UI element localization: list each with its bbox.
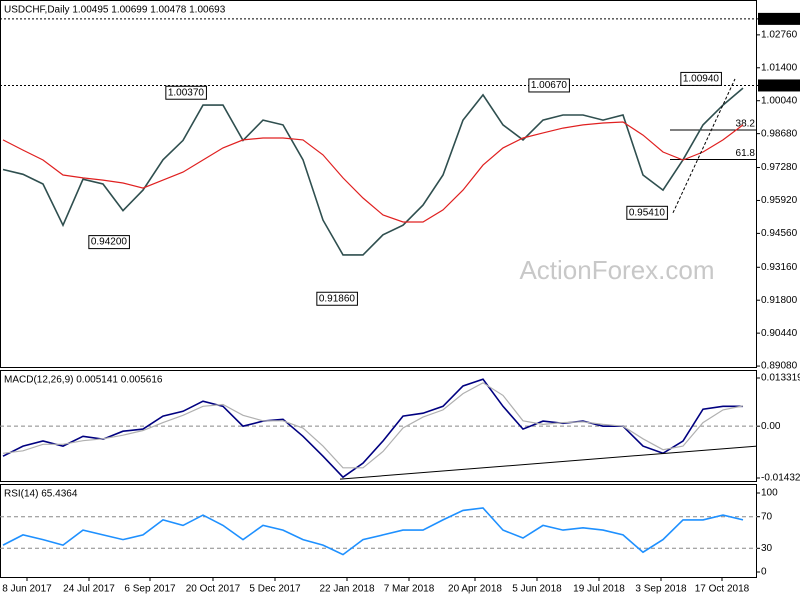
y-tick-label: 30	[761, 543, 773, 554]
annotation-label: 0.94200	[91, 237, 128, 248]
y-tick-label: 0.89080	[761, 361, 798, 372]
fib-level-label: 38.2	[736, 119, 756, 130]
x-tick-label: 20 Oct 2017	[186, 584, 241, 595]
price-annotation: 1.00370	[165, 85, 207, 100]
y-tick-label: 0.00	[761, 421, 781, 432]
annotation-box	[165, 85, 207, 100]
price-annotation: 0.91860	[316, 291, 358, 306]
trendline	[339, 445, 758, 480]
annotation-label: 1.00670	[531, 80, 568, 91]
y-tick-label: 0.97280	[761, 162, 798, 173]
y-tick-label: 0.95920	[761, 195, 798, 206]
fib-level-label: 61.8	[736, 148, 756, 159]
series-line	[2, 382, 744, 469]
y-tick-label: 0.91800	[761, 295, 798, 306]
y-tick-label: 0.90440	[761, 328, 798, 339]
annotation-label: 0.91860	[319, 293, 356, 304]
series-line	[2, 507, 744, 556]
series-line	[2, 87, 744, 256]
y-tick-highlight	[758, 79, 800, 92]
price-annotation: 1.00940	[680, 71, 722, 86]
y-tick-label: 1.01400	[761, 62, 798, 73]
y-tick-label: 1.03420	[761, 14, 798, 25]
panel-title: MACD(12,26,9) 0.005141 0.005616	[4, 375, 163, 386]
y-tick-label: -0.014323	[761, 473, 800, 484]
x-tick-label: 8 Jun 2017	[2, 584, 52, 595]
panel-title: USDCHF,Daily 1.00495 1.00699 1.00478 1.0…	[4, 5, 226, 16]
annotation-label: 1.00940	[683, 74, 720, 85]
trendline	[672, 78, 736, 214]
x-tick-label: 5 Jun 2018	[512, 584, 562, 595]
y-tick-highlight	[758, 12, 800, 25]
annotation-label: 0.95410	[629, 207, 666, 218]
y-tick-label: 0.013319	[761, 373, 800, 384]
x-tick-label: 22 Jan 2018	[319, 584, 374, 595]
panel-frame	[0, 484, 757, 578]
annotation-box	[680, 71, 722, 86]
panel-title: RSI(14) 65.4364	[4, 489, 78, 500]
y-tick-label: 0.94560	[761, 228, 798, 239]
y-tick-label: 70	[761, 511, 773, 522]
annotation-box	[316, 291, 358, 306]
y-tick-label: 100	[761, 488, 778, 499]
y-tick-label: 0.98680	[761, 128, 798, 139]
x-tick-label: 19 Jul 2018	[573, 584, 625, 595]
y-tick-label: 1.00040	[761, 95, 798, 106]
price-annotation: 0.94200	[88, 235, 130, 250]
series-line	[2, 121, 744, 223]
x-tick-label: 17 Oct 2018	[695, 584, 750, 595]
annotation-box	[88, 235, 130, 250]
y-tick-label: 1.00670	[761, 80, 798, 91]
annotation-box	[626, 205, 668, 220]
x-tick-label: 5 Dec 2017	[249, 584, 301, 595]
x-tick-label: 20 Apr 2018	[448, 584, 502, 595]
annotation-box	[528, 78, 570, 93]
y-tick-label: 1.02760	[761, 30, 798, 41]
x-tick-label: 3 Sep 2018	[635, 584, 687, 595]
price-annotation: 0.95410	[626, 205, 668, 220]
x-tick-label: 7 Mar 2018	[384, 584, 435, 595]
annotation-label: 1.00370	[168, 87, 205, 98]
x-tick-label: 24 Jul 2017	[63, 584, 115, 595]
y-tick-label: 0	[761, 567, 767, 578]
panel-frame	[0, 0, 757, 368]
watermark: ActionForex.com	[519, 255, 714, 285]
price-annotation: 1.00670	[528, 78, 570, 93]
y-tick-label: 0.93160	[761, 262, 798, 273]
x-tick-label: 6 Sep 2017	[124, 584, 176, 595]
